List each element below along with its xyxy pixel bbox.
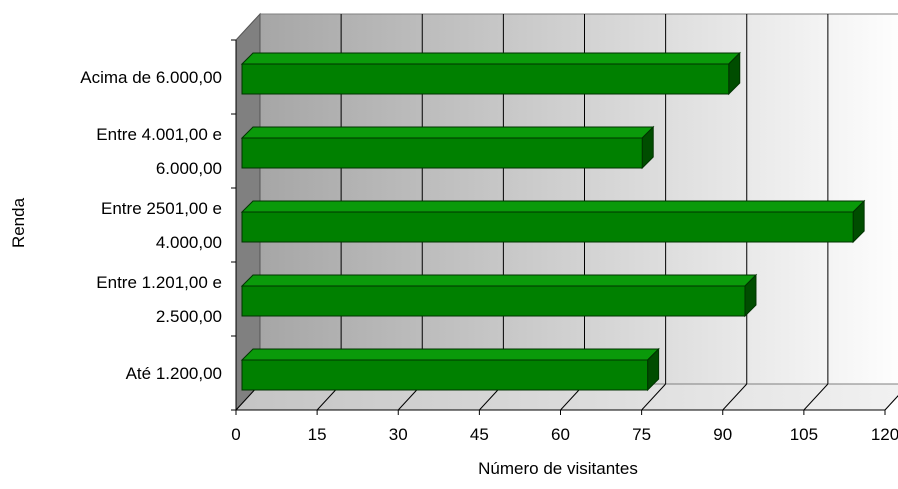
x-tick-label: 0 [231, 425, 240, 444]
bar-top [240, 348, 660, 361]
x-tick-label: 60 [551, 425, 570, 444]
x-axis-title: Número de visitantes [478, 459, 638, 478]
y-tick-label: Até 1.200,00 [126, 364, 222, 383]
floor-gridline [722, 383, 748, 411]
plot-area [231, 12, 898, 415]
y-tick-label: Entre 4.001,00 e [96, 125, 222, 144]
axis-tick-labels: 0 15 30 45 60 75 90 105 120 Até 1.200,00 Entre 1.2… [80, 68, 898, 444]
bar-top [240, 52, 741, 65]
bar [241, 359, 649, 391]
x-tick-label: 105 [790, 425, 818, 444]
y-axis-title: Renda [9, 197, 28, 248]
y-tick-label: Acima de 6.000,00 [80, 68, 222, 87]
y-tick-label: Entre 2501,00 e [101, 199, 222, 218]
bar-top [240, 200, 866, 213]
bar [241, 137, 643, 169]
bar-top [240, 274, 758, 287]
y-tick-label: 6.000,00 [156, 159, 222, 178]
y-tick-label: 2.500,00 [156, 307, 222, 326]
x-tick-label: 75 [632, 425, 651, 444]
y-tick-label: 4.000,00 [156, 233, 222, 252]
bar [241, 211, 854, 243]
bar [241, 285, 746, 317]
x-tick-label: 90 [713, 425, 732, 444]
x-tick-label: 120 [871, 425, 898, 444]
floor-gridline [884, 395, 898, 411]
floor-gridline [641, 383, 666, 411]
y-tick-label: Entre 1.201,00 e [96, 273, 222, 292]
bar [241, 63, 730, 95]
x-tick-label: 45 [470, 425, 489, 444]
floor-gridline [803, 383, 829, 411]
bar-top [240, 126, 655, 139]
x-tick-label: 15 [308, 425, 327, 444]
x-tick-label: 30 [389, 425, 408, 444]
